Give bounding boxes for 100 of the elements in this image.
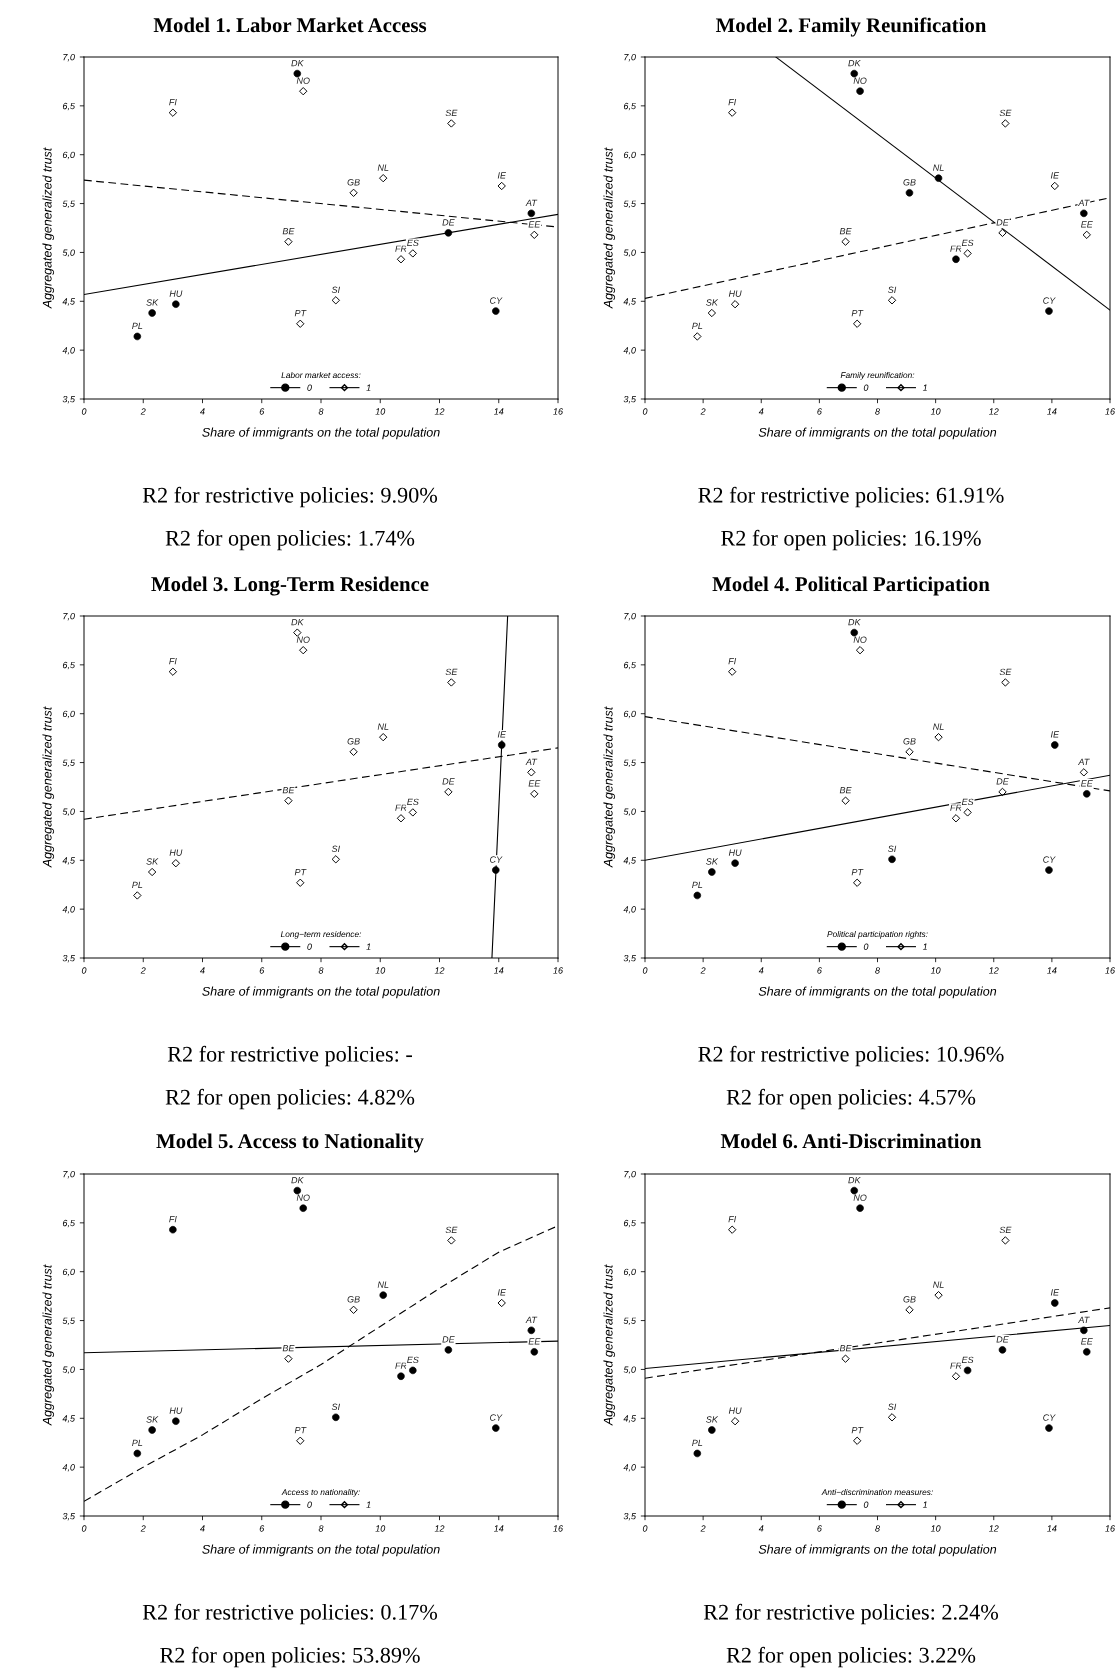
x-tick-label: 0	[81, 967, 87, 974]
annotation: ES	[407, 239, 419, 247]
annotation: ES	[407, 1356, 419, 1364]
x-tick-label: 4	[758, 1525, 764, 1532]
annotation: CY	[490, 1414, 503, 1421]
y-axis-title: Aggregated generalized trust	[603, 706, 616, 868]
x-tick-label: 10	[930, 1525, 941, 1532]
legend-label: 1	[366, 384, 371, 391]
annotation: AT	[1077, 758, 1090, 765]
y-tick-label: 6,0	[62, 151, 75, 160]
annotation: AT	[525, 199, 538, 206]
annotation: NL	[933, 723, 944, 730]
y-tick-label: 4,5	[62, 1415, 75, 1423]
annotation: SE	[999, 668, 1012, 676]
x-tick-label: 8	[318, 967, 324, 974]
x-tick-label: 16	[553, 967, 564, 974]
y-tick-label: 6,0	[623, 710, 636, 719]
annotation: BE	[282, 1345, 295, 1352]
y-tick-label: 4,5	[62, 857, 75, 865]
y-tick-label: 7,0	[624, 612, 636, 621]
x-axis-title: Share of immigrants on the total population	[758, 427, 997, 440]
annotation: ES	[961, 1356, 974, 1364]
annotation: AT	[1077, 199, 1090, 206]
annotation: NL	[377, 723, 389, 730]
x-axis-title: Share of immigrants on the total population	[202, 986, 440, 999]
y-tick-label: 5,0	[62, 249, 75, 257]
annotation: DK	[291, 1176, 304, 1184]
annotation: PT	[294, 869, 307, 876]
x-tick-label: 10	[375, 408, 386, 415]
y-tick-label: 7,0	[63, 53, 75, 62]
y-tick-label: 3,5	[62, 395, 75, 404]
y-tick-label: 4,5	[62, 298, 75, 306]
annotation: BE	[282, 228, 295, 235]
annotation: IE	[497, 731, 507, 738]
y-tick-label: 5,0	[623, 249, 636, 257]
annotation: NL	[933, 1281, 944, 1288]
x-tick-label: 14	[493, 1525, 504, 1532]
annotation: SK	[146, 299, 159, 306]
x-tick-label: 4	[200, 1525, 205, 1532]
chart-title: Model 1. Labor Market Access	[153, 17, 427, 33]
annotation: ES	[961, 798, 974, 806]
annotation: SK	[146, 1416, 159, 1423]
x-tick-label: 14	[493, 967, 504, 974]
x-tick-label: 6	[259, 1525, 265, 1532]
annotation: SE	[999, 109, 1012, 117]
y-axis-title: Aggregated generalized trust	[603, 1264, 616, 1426]
x-axis-title: Share of immigrants on the total population	[758, 1544, 997, 1557]
annotation: GB	[347, 1296, 360, 1303]
y-axis-title: Aggregated generalized trust	[42, 706, 55, 868]
annotation: SE	[445, 668, 458, 676]
annotation: PL	[132, 881, 143, 889]
y-tick-label: 5,0	[623, 808, 636, 816]
y-tick-label: 6,0	[62, 1268, 75, 1277]
annotation: PT	[851, 310, 864, 317]
legend-label: 0	[863, 1501, 869, 1508]
x-tick-label: 12	[434, 1525, 445, 1532]
x-axis-title: Share of immigrants on the total population	[202, 427, 440, 440]
annotation: SI	[888, 845, 897, 852]
y-tick-label: 6,5	[62, 102, 75, 111]
y-tick-label: 5,5	[623, 1317, 636, 1325]
legend-label: 0	[863, 943, 869, 950]
text: R2 for open policies: 16.19%	[721, 529, 981, 551]
y-tick-label: 5,5	[62, 759, 75, 767]
y-tick-label: 6,0	[623, 1268, 636, 1277]
annotation: PL	[692, 1439, 703, 1447]
annotation: BE	[839, 1345, 852, 1352]
annotation: DE	[442, 219, 455, 226]
annotation: AT	[1077, 1316, 1090, 1323]
y-tick-label: 4,0	[62, 906, 75, 914]
y-tick-label: 3,5	[62, 1512, 75, 1521]
x-tick-label: 8	[875, 1525, 880, 1532]
annotation: PL	[132, 1439, 143, 1447]
x-tick-label: 0	[642, 967, 648, 974]
x-axis-title: Share of immigrants on the total population	[758, 986, 997, 999]
chart-title: Model 2. Family Reunification	[715, 17, 987, 37]
y-axis-title: Aggregated generalized trust	[42, 1264, 55, 1426]
y-tick-label: 6,5	[62, 1219, 75, 1228]
text: R2 for open policies: 4.57%	[726, 1088, 976, 1110]
annotation: CY	[490, 856, 503, 863]
y-tick-label: 7,0	[624, 1170, 636, 1179]
annotation: GB	[347, 179, 360, 186]
annotation: SK	[706, 1416, 719, 1423]
legend-title: Labor market access:	[281, 371, 361, 379]
x-tick-label: 0	[642, 408, 648, 415]
y-tick-label: 3,5	[623, 954, 636, 963]
legend-label: 0	[863, 384, 869, 391]
annotation: PT	[851, 1427, 864, 1434]
y-tick-label: 4,5	[623, 857, 636, 865]
x-tick-label: 8	[875, 408, 880, 415]
legend-label: 0	[307, 384, 312, 391]
annotation: IE	[1050, 1289, 1060, 1296]
x-tick-label: 6	[817, 408, 822, 415]
y-tick-label: 7,0	[624, 53, 636, 62]
annotation: NO	[853, 77, 867, 84]
annotation: CY	[1043, 1414, 1056, 1421]
y-tick-label: 3,5	[62, 954, 75, 963]
text: R2 for restrictive policies: 61.91%	[698, 486, 1004, 508]
annotation: CY	[1043, 856, 1056, 863]
annotation: EE	[528, 221, 541, 228]
annotation: NO	[296, 77, 310, 84]
